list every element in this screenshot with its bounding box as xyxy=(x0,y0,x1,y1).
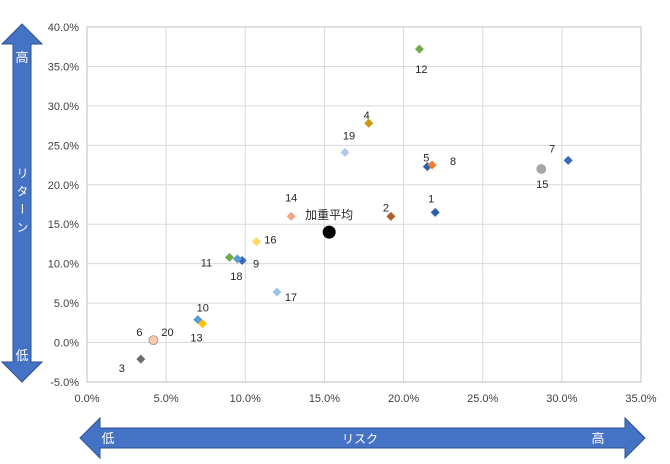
data-point-12 xyxy=(414,44,424,54)
x-axis-title: リスク xyxy=(342,432,378,446)
x-tick-label: 35.0% xyxy=(625,393,656,405)
x-tick-label: 5.0% xyxy=(154,393,179,405)
data-point-7 xyxy=(563,155,573,165)
data-point-3 xyxy=(136,354,146,364)
weighted-average-label: 加重平均 xyxy=(305,208,353,222)
data-label-20: 20 xyxy=(161,327,173,339)
data-point-17 xyxy=(272,287,282,297)
data-point-16 xyxy=(251,237,261,247)
data-point-4 xyxy=(364,118,374,128)
x-tick-label: 10.0% xyxy=(230,393,261,405)
x-tick-label: 25.0% xyxy=(467,393,498,405)
data-label-13: 13 xyxy=(190,333,202,345)
y-axis-arrow: 高 リターン 低 xyxy=(0,23,44,383)
data-point-1 xyxy=(430,207,440,217)
y-tick-label: 0.0% xyxy=(54,338,79,350)
data-label-3: 3 xyxy=(119,363,125,375)
x-axis-arrow: 低 リスク 高 xyxy=(79,416,646,460)
x-tick-label: 0.0% xyxy=(74,393,99,405)
x-axis-arrow-shape xyxy=(79,416,646,460)
data-points xyxy=(136,44,573,364)
x-tick-label: 20.0% xyxy=(388,393,419,405)
data-label-14: 14 xyxy=(285,192,297,204)
x-tick-label: 30.0% xyxy=(546,393,577,405)
data-point-20 xyxy=(148,335,159,345)
data-label-12: 12 xyxy=(415,64,427,76)
y-axis-arrow-shape xyxy=(0,23,44,383)
y-tick-label: 20.0% xyxy=(48,180,79,192)
y-axis-title: リターン xyxy=(15,167,29,239)
y-axis-arrow-high-label: 高 xyxy=(15,50,28,65)
data-label-17: 17 xyxy=(285,292,297,304)
y-tick-label: 30.0% xyxy=(48,101,79,113)
data-label-4: 4 xyxy=(364,110,370,122)
data-label-11: 11 xyxy=(201,257,212,269)
x-axis-arrow-high-label: 高 xyxy=(591,431,604,446)
x-axis-tick-labels: 0.0% 5.0% 10.0% 15.0% 20.0% 25.0% 30.0% 35.0% xyxy=(74,393,656,405)
weighted-average-point: 加重平均 xyxy=(305,208,353,239)
data-label-6: 6 xyxy=(136,327,142,339)
data-label-7: 7 xyxy=(549,143,555,155)
data-label-2: 2 xyxy=(383,202,389,214)
data-point-14 xyxy=(286,211,296,221)
data-point-19 xyxy=(340,147,350,157)
data-point-13 xyxy=(198,319,208,329)
data-label-10: 10 xyxy=(197,303,209,315)
data-point-18 xyxy=(232,254,242,264)
data-label-8: 8 xyxy=(450,156,456,168)
y-tick-label: 25.0% xyxy=(48,140,79,152)
x-axis-arrow-low-label: 低 xyxy=(101,431,114,446)
y-tick-label: 10.0% xyxy=(48,259,79,271)
data-label-5: 5 xyxy=(423,153,429,165)
y-tick-label: 35.0% xyxy=(48,61,79,73)
y-tick-label: 15.0% xyxy=(48,219,79,231)
data-point-15 xyxy=(536,164,547,174)
y-tick-label: 5.0% xyxy=(54,298,79,310)
data-label-9: 9 xyxy=(253,259,259,271)
weighted-average-marker xyxy=(322,225,336,239)
data-label-15: 15 xyxy=(536,179,548,191)
data-label-18: 18 xyxy=(230,271,242,283)
y-tick-label: 40.0% xyxy=(48,22,79,34)
data-label-16: 16 xyxy=(264,235,276,247)
y-axis-tick-labels: -5.0% 0.0% 5.0% 10.0% 15.0% 20.0% 25.0% 30.0% 35… xyxy=(48,22,79,389)
y-tick-label: -5.0% xyxy=(50,377,79,389)
data-point-8 xyxy=(427,160,437,170)
data-point-11 xyxy=(224,252,234,262)
data-point-2 xyxy=(386,211,396,221)
data-label-19: 19 xyxy=(343,130,355,142)
x-tick-label: 15.0% xyxy=(309,393,340,405)
data-label-1: 1 xyxy=(428,193,434,205)
y-axis-arrow-low-label: 低 xyxy=(15,348,28,363)
plot-area-frame xyxy=(86,26,642,383)
